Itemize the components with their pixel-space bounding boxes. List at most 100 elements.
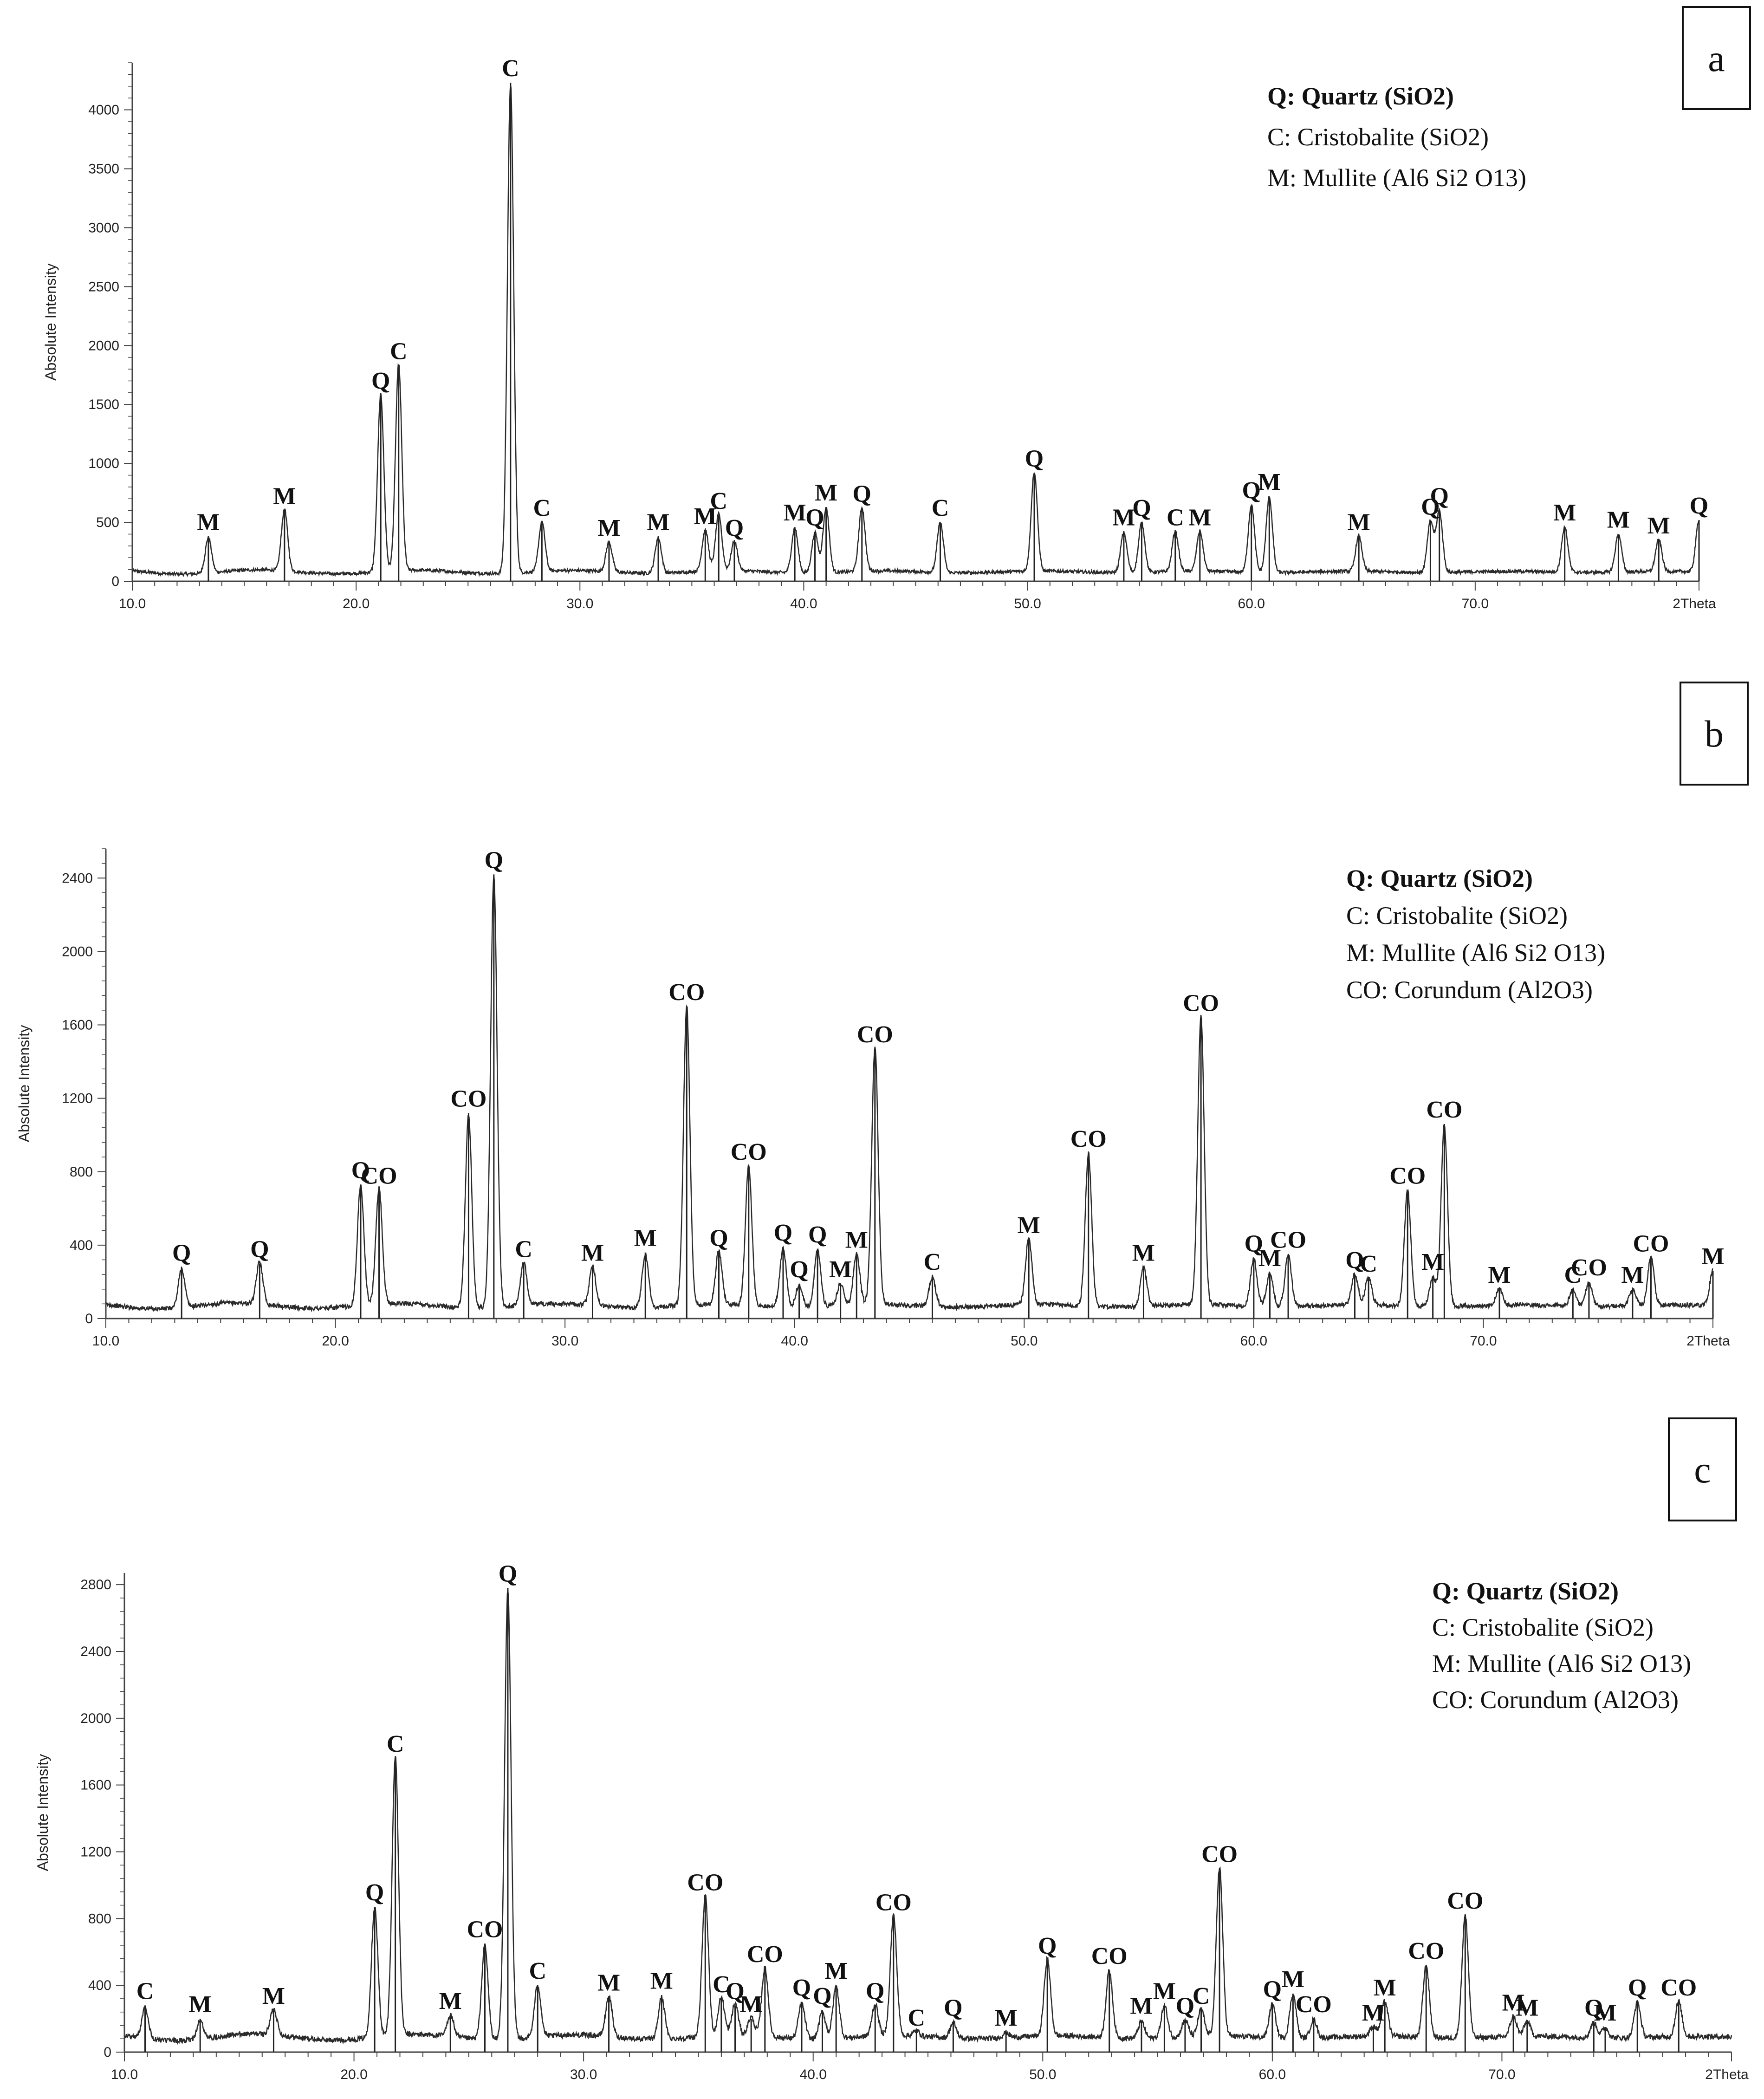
peak-label: M xyxy=(1594,2000,1616,2026)
peak-label: C xyxy=(710,488,727,514)
peak-label: CO xyxy=(450,1085,486,1112)
peak-label: M xyxy=(634,1225,657,1252)
peak-label: Q xyxy=(805,504,824,531)
x-tick-label: 30.0 xyxy=(570,2067,597,2082)
peak-label: Q xyxy=(1132,495,1151,521)
y-axis-label: Absolute Intensity xyxy=(42,263,59,381)
peak-label: Q xyxy=(1690,493,1708,519)
y-tick-label: 2000 xyxy=(80,1711,111,1726)
legend-entry: C: Cristobalite (SiO2) xyxy=(1346,902,1568,929)
peak-label: CO xyxy=(1426,1097,1462,1123)
x-tick-label: 70.0 xyxy=(1470,1333,1497,1349)
y-tick-label: 1200 xyxy=(62,1091,93,1106)
peak-label: M xyxy=(597,1969,620,1996)
peak-label: Q xyxy=(774,1220,792,1246)
peak-label: Q xyxy=(1242,477,1260,504)
peak-label: Q xyxy=(499,1560,517,1587)
peak-label: M xyxy=(1258,1245,1281,1272)
x-tick-label: 70.0 xyxy=(1462,596,1489,611)
x-tick-label: 40.0 xyxy=(800,2067,827,2082)
peak-label: CO xyxy=(1270,1227,1306,1254)
peak-label: Q xyxy=(485,847,503,873)
peak-label: CO xyxy=(1091,1943,1128,1969)
x-tick-label: 20.0 xyxy=(343,596,370,611)
peak-label: C xyxy=(1360,1251,1377,1277)
peak-label: M xyxy=(273,483,296,510)
peak-label: M xyxy=(262,1983,285,2009)
peak-label: M xyxy=(439,1988,462,2015)
peak-label: M xyxy=(1701,1243,1724,1270)
peak-label: CO xyxy=(1660,1975,1697,2001)
legend-entry: M: Mullite (Al6 Si2 O13) xyxy=(1267,164,1526,192)
peak-label: M xyxy=(1282,1966,1304,1993)
x-tick-label: 70.0 xyxy=(1488,2067,1515,2082)
y-tick-label: 2800 xyxy=(80,1577,111,1592)
y-tick-label: 3500 xyxy=(88,161,119,176)
peak-label: M xyxy=(1018,1212,1040,1239)
x-tick-label: 20.0 xyxy=(340,2067,367,2082)
legend-entry: C: Cristobalite (SiO2) xyxy=(1432,1613,1654,1641)
panel-label: b xyxy=(1705,713,1724,755)
x-tick-label: 10.0 xyxy=(119,596,146,611)
y-axis-label: Absolute Intensity xyxy=(34,1754,51,1872)
peak-label: M xyxy=(1516,1995,1538,2021)
peak-label: C xyxy=(1167,504,1184,531)
peak-label: C xyxy=(924,1249,941,1275)
x-tick-label: 50.0 xyxy=(1029,2067,1056,2082)
y-tick-label: 800 xyxy=(70,1164,93,1180)
peak-label: C xyxy=(713,1971,730,1998)
x-tick-label: 10.0 xyxy=(111,2067,138,2082)
peak-label: C xyxy=(136,1978,154,2004)
peak-label: M xyxy=(1621,1262,1644,1288)
peak-label: M xyxy=(1153,1978,1176,2004)
peak-label: C xyxy=(1193,1983,1210,2009)
peak-label: Q xyxy=(790,1256,808,1283)
panel-b: 10.0 20.0 30.0 40.0 50.0 60.0 70.0 2Theta 0 400 80… xyxy=(16,682,1749,1349)
peak-label: M xyxy=(1374,1975,1396,2001)
peak-label: M xyxy=(1647,513,1670,539)
peak-label: Q xyxy=(944,1995,962,2021)
peak-label: M xyxy=(1348,509,1370,536)
peak-label: M xyxy=(1488,1262,1511,1288)
x-tick-label: 50.0 xyxy=(1014,596,1041,611)
peak-label: Q xyxy=(365,1879,384,1906)
panel-label-box xyxy=(1668,1417,1737,1521)
peak-label: M xyxy=(1258,469,1281,495)
peak-label: Q xyxy=(1038,1933,1057,1959)
peak-label: M xyxy=(597,515,620,541)
peak-label: Q xyxy=(1345,1247,1364,1274)
peak-label: Q xyxy=(172,1240,191,1266)
peak-label: CO xyxy=(747,1941,783,1968)
peak-label: M xyxy=(581,1240,604,1266)
legend-entry: CO: Corundum (Al2O3) xyxy=(1432,1686,1679,1714)
peak-label: C xyxy=(387,1731,404,1757)
peak-label: Q xyxy=(351,1157,370,1183)
peak-label: C xyxy=(529,1958,546,1984)
legend-entry: Q: Quartz (SiO2) xyxy=(1432,1577,1619,1605)
peak-label: C xyxy=(515,1236,532,1262)
legend-entry: C: Cristobalite (SiO2) xyxy=(1267,123,1489,151)
peak-label: Q xyxy=(1245,1231,1263,1257)
y-tick-label: 500 xyxy=(96,515,119,530)
panel-label-box xyxy=(1682,6,1751,110)
legend-entry: Q: Quartz (SiO2) xyxy=(1346,864,1533,892)
peak-label: M xyxy=(1132,1240,1155,1266)
peak-label: M xyxy=(1553,500,1576,526)
y-axis-label: Absolute Intensity xyxy=(16,1025,32,1143)
y-tick-label: 400 xyxy=(88,1978,111,1993)
peak-label: M xyxy=(1112,504,1135,531)
x-tick-label: 40.0 xyxy=(781,1333,808,1349)
peak-label: CO xyxy=(857,1021,893,1048)
peak-label: Q xyxy=(725,515,744,541)
peak-label: CO xyxy=(687,1870,723,1896)
x-tick-label: 30.0 xyxy=(566,596,593,611)
peak-label: Q xyxy=(1584,1995,1603,2021)
peak-label: C xyxy=(502,55,519,82)
peak-label: Q xyxy=(792,1975,811,2001)
peak-label: Q xyxy=(709,1225,728,1252)
x-tick-label: 20.0 xyxy=(322,1333,349,1349)
diffraction-pattern xyxy=(105,876,1714,1313)
x-axis-label: 2Theta xyxy=(1705,2067,1749,2082)
diffraction-pattern xyxy=(131,85,1699,578)
